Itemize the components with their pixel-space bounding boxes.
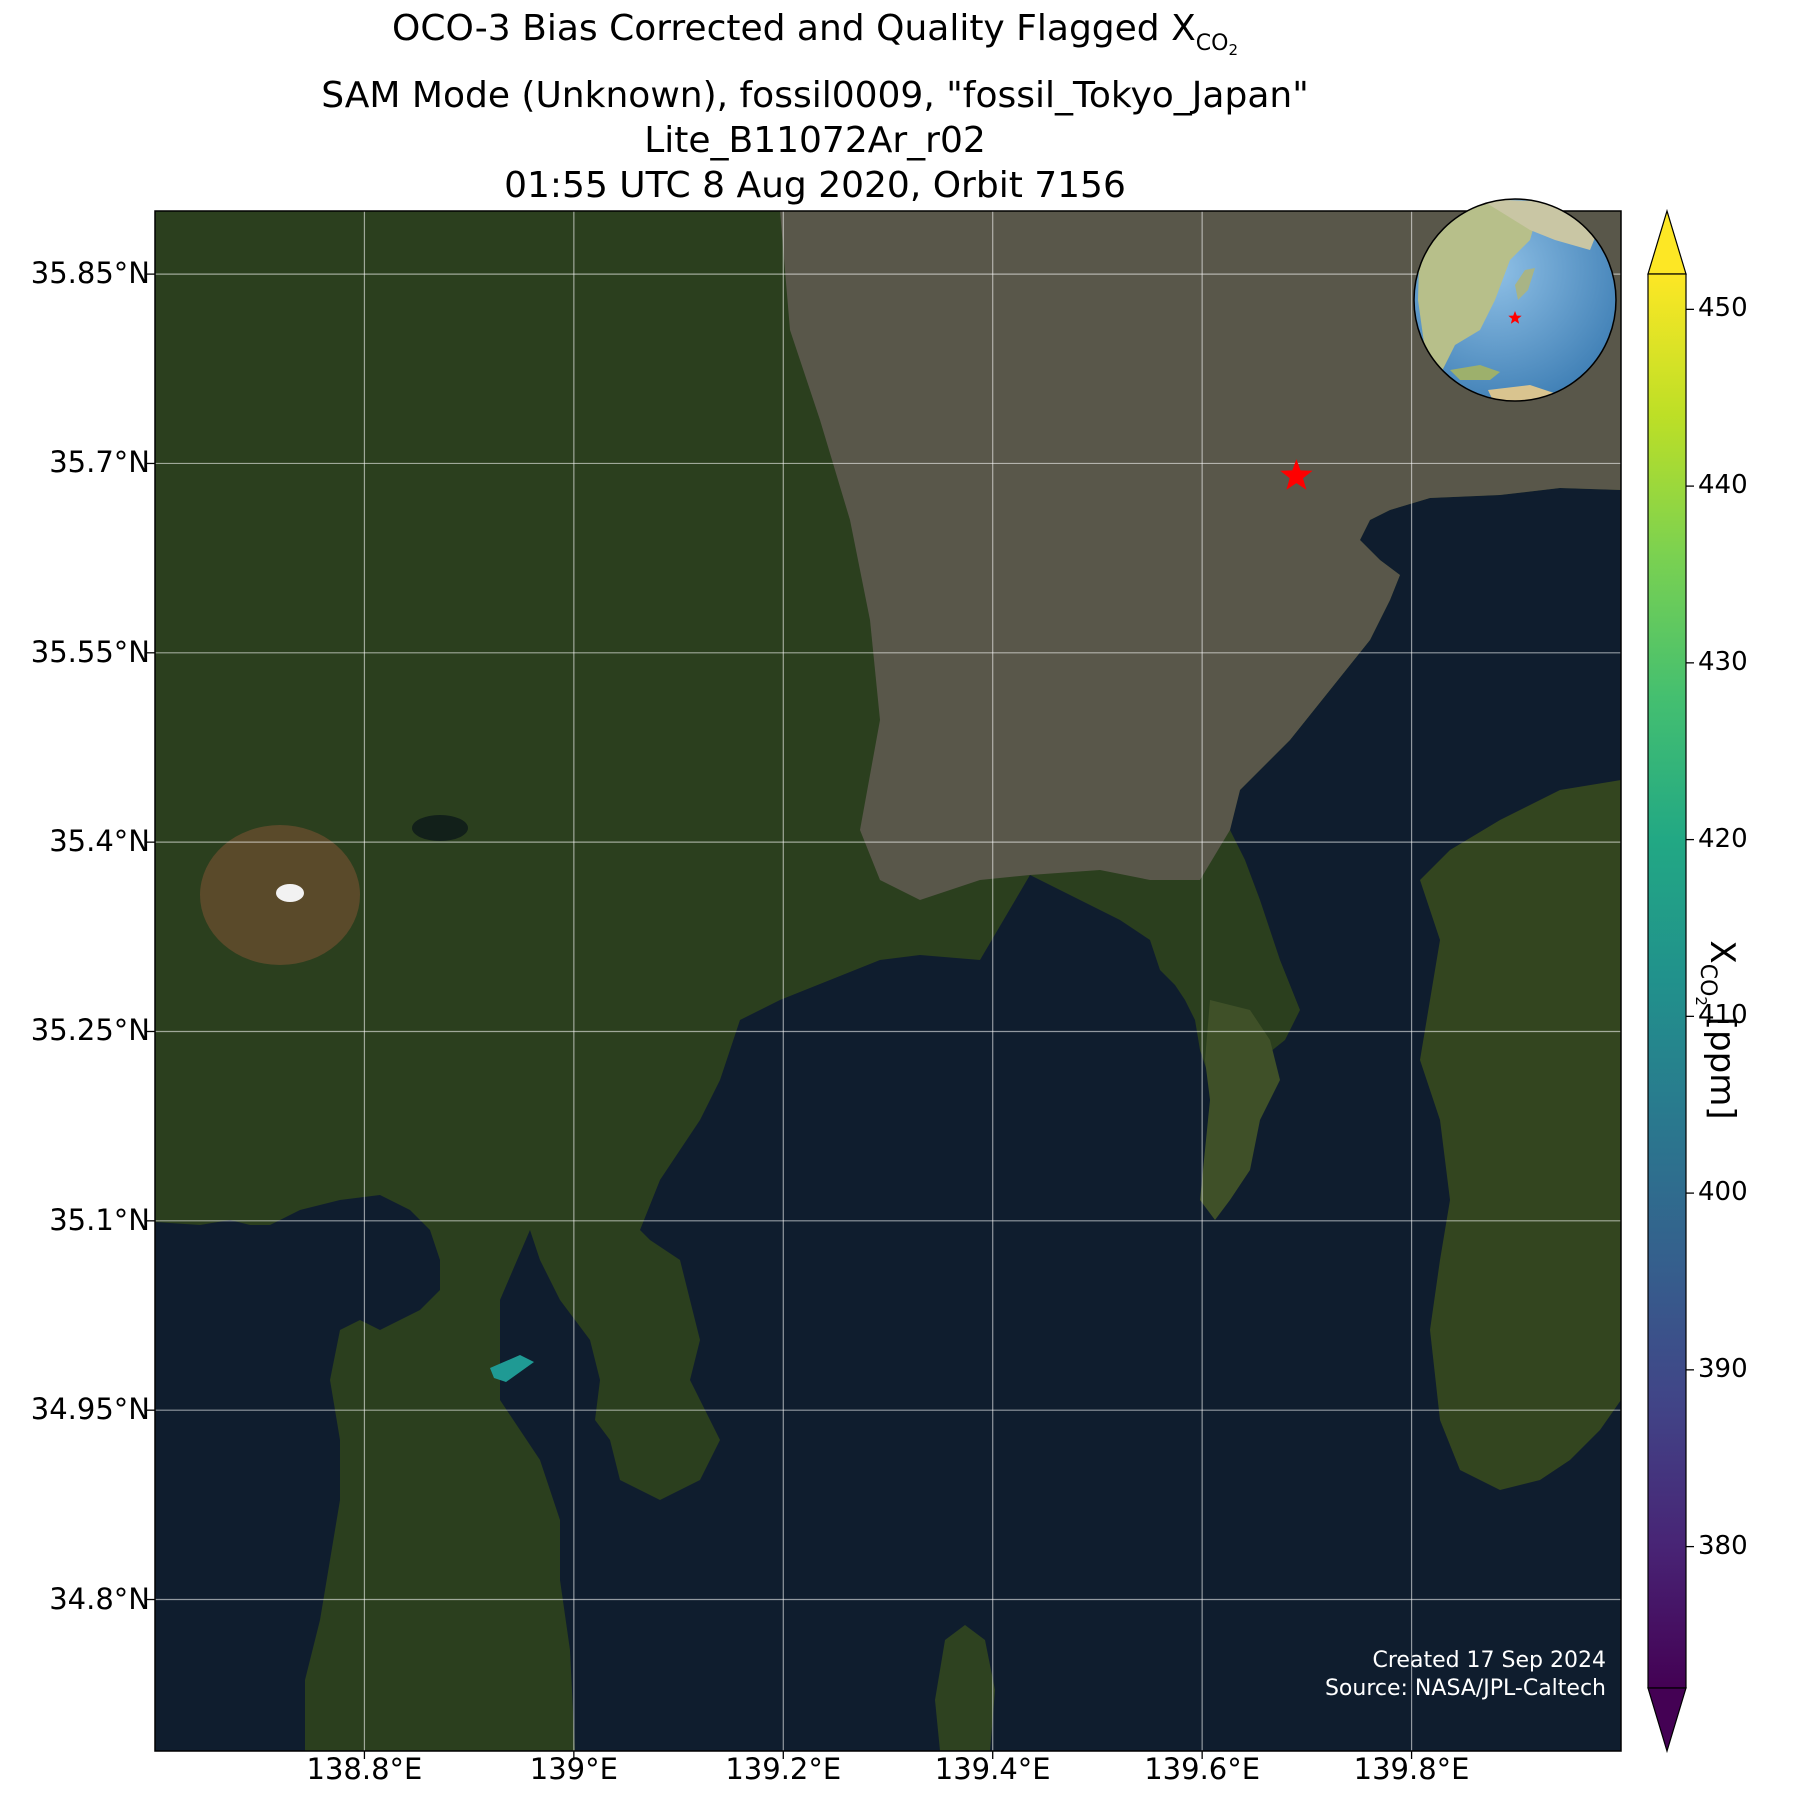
miura-peninsula: [1200, 1000, 1280, 1220]
colorbar: [1647, 208, 1694, 1754]
lon-tick-label: 139°E: [529, 1752, 618, 1786]
globe-land-asia: [1418, 200, 1540, 375]
title-line-3: Lite_B11072Ar_r02: [644, 120, 986, 161]
colorbar-tick-label: 450: [1698, 293, 1748, 324]
chart-title: OCO-3 Bias Corrected and Quality Flagged…: [150, 6, 1480, 208]
colorbar-tick-label: 390: [1698, 1353, 1748, 1384]
lake-yamanaka: [412, 815, 468, 841]
lon-tick-label: 139.4°E: [934, 1752, 1051, 1786]
colorbar-tick-label: 410: [1698, 1000, 1748, 1031]
colorbar-tick-label: 430: [1698, 646, 1748, 677]
lon-tick-label: 138.8°E: [306, 1752, 423, 1786]
title-line-1: OCO-3 Bias Corrected and Quality Flagged…: [391, 8, 1238, 59]
inset-globe: [1413, 198, 1617, 402]
globe-land-indonesia: [1450, 365, 1500, 380]
lat-tick-label: 34.95°N: [30, 1392, 150, 1427]
credits: Created 17 Sep 2024 Source: NASA/JPL-Cal…: [1325, 1647, 1606, 1703]
lat-tick-label: 35.25°N: [30, 1013, 150, 1048]
urban-area-tokyo-yokohama: [780, 211, 1621, 900]
colorbar-gradient: [1647, 273, 1687, 1689]
map-frame: [154, 210, 1622, 1752]
lon-tick-label: 139.6°E: [1144, 1752, 1261, 1786]
lon-tick-label: 139.8°E: [1353, 1752, 1470, 1786]
colorbar-tick-label: 440: [1698, 470, 1748, 501]
lat-tick-label: 35.7°N: [49, 445, 150, 480]
lat-tick-label: 35.85°N: [30, 256, 150, 291]
lat-tick-label: 35.55°N: [30, 634, 150, 669]
graticule: [155, 211, 1621, 1751]
globe-outline: [1413, 198, 1617, 402]
lat-tick-label: 34.8°N: [49, 1581, 150, 1616]
lat-tick-label: 35.1°N: [49, 1202, 150, 1237]
created-date: Created 17 Sep 2024: [1372, 1648, 1607, 1673]
lat-tick-label: 35.4°N: [49, 824, 150, 859]
oshima-island: [935, 1625, 995, 1751]
colorbar-axis-label: XCO2 [ppm]: [1692, 940, 1742, 1120]
mount-fuji-snowcap: [276, 884, 304, 902]
colorbar-tick-label: 400: [1698, 1177, 1748, 1208]
xco2-sounding-footprint: [490, 1355, 534, 1382]
data-source: Source: NASA/JPL-Caltech: [1324, 1676, 1606, 1701]
basemap: [155, 211, 1621, 1751]
lon-tick-label: 139.2°E: [725, 1752, 842, 1786]
colorbar-tick-label: 380: [1698, 1530, 1748, 1561]
target-star-marker: [1280, 459, 1313, 490]
boso-peninsula: [1420, 780, 1621, 1490]
title-line-2: SAM Mode (Unknown), fossil0009, "fossil_…: [321, 75, 1309, 116]
globe-star-marker: [1508, 311, 1522, 324]
globe-land-japan: [1515, 268, 1535, 300]
colorbar-extend-min: [1647, 1687, 1687, 1754]
colorbar-tick-label: 420: [1698, 823, 1748, 854]
colorbar-extend-max: [1647, 208, 1687, 275]
title-line-4: 01:55 UTC 8 Aug 2020, Orbit 7156: [504, 165, 1126, 206]
map-axis-ticks: [147, 273, 1413, 1759]
